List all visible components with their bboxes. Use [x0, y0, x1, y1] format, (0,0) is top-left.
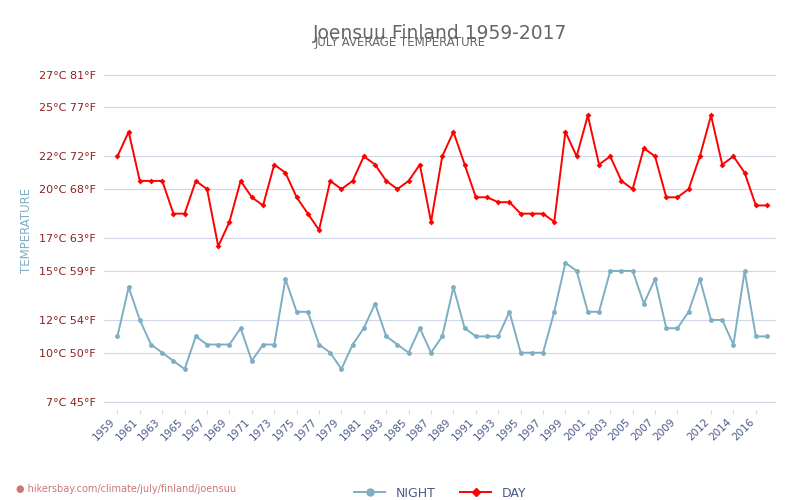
DAY [214, 244, 223, 250]
DAY [762, 202, 772, 208]
NIGHT [460, 325, 470, 331]
DAY [606, 154, 615, 160]
DAY [583, 112, 593, 118]
Text: JULY AVERAGE TEMPERATURE: JULY AVERAGE TEMPERATURE [314, 36, 486, 49]
DAY [113, 154, 122, 160]
NIGHT [113, 334, 122, 340]
Text: ● hikersbay.com/climate/july/finland/joensuu: ● hikersbay.com/climate/july/finland/joe… [16, 484, 236, 494]
Line: NIGHT: NIGHT [115, 260, 770, 372]
DAY [135, 178, 145, 184]
NIGHT [191, 334, 201, 340]
DAY [225, 219, 234, 225]
Title: Joensuu Finland 1959-2017: Joensuu Finland 1959-2017 [313, 24, 567, 43]
NIGHT [561, 260, 570, 266]
DAY [460, 162, 470, 168]
Y-axis label: TEMPERATURE: TEMPERATURE [20, 188, 33, 272]
NIGHT [292, 309, 302, 315]
NIGHT [135, 317, 145, 323]
DAY [180, 210, 190, 216]
DAY [292, 194, 302, 200]
NIGHT [180, 366, 190, 372]
Line: DAY: DAY [115, 114, 769, 248]
NIGHT [762, 334, 772, 340]
Legend: NIGHT, DAY: NIGHT, DAY [349, 482, 531, 500]
NIGHT [606, 268, 615, 274]
NIGHT [225, 342, 234, 347]
